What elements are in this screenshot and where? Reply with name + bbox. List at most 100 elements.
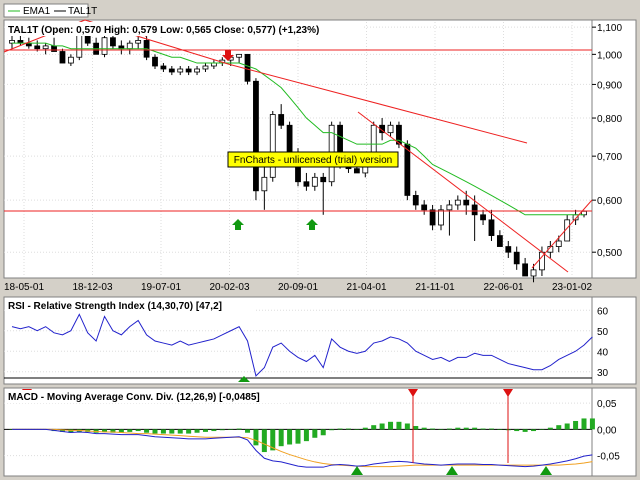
macd-histogram-bar bbox=[186, 429, 192, 434]
macd-histogram-bar bbox=[68, 429, 74, 433]
macd-histogram-bar bbox=[522, 429, 528, 432]
macd-histogram-bar bbox=[59, 429, 65, 432]
candle-body bbox=[244, 53, 251, 82]
macd-histogram-bar bbox=[539, 429, 545, 430]
candle-body bbox=[177, 68, 184, 73]
candle-body bbox=[581, 210, 587, 216]
macd-y-tick-label: 0,05 bbox=[597, 399, 617, 410]
macd-histogram-bar bbox=[421, 427, 427, 430]
macd-histogram-bar bbox=[337, 428, 343, 430]
macd-histogram-bar bbox=[472, 427, 478, 430]
macd-histogram-bar bbox=[177, 429, 183, 434]
macd-histogram-bar bbox=[455, 427, 461, 430]
candle-body bbox=[513, 251, 520, 265]
candle bbox=[488, 209, 495, 242]
price-y-tick-label: 0,500 bbox=[597, 248, 622, 259]
candle-body bbox=[387, 124, 394, 134]
macd-histogram-bar bbox=[270, 429, 276, 451]
macd-histogram-bar bbox=[303, 429, 309, 442]
price-x-tick-label: 21-11-01 bbox=[415, 282, 455, 293]
macd-y-tick-label: -0,05 bbox=[597, 452, 620, 463]
rsi-line bbox=[11, 313, 593, 377]
candle bbox=[320, 172, 327, 215]
trend-line bbox=[357, 111, 569, 273]
macd-histogram-bar bbox=[245, 429, 251, 433]
macd-histogram-bar bbox=[202, 429, 208, 432]
macd-histogram-bar bbox=[354, 429, 360, 430]
macd-histogram-bar bbox=[564, 423, 570, 430]
candle-body bbox=[76, 34, 83, 58]
macd-histogram-bar bbox=[110, 429, 116, 433]
macd-histogram-bar bbox=[531, 429, 537, 432]
candle-body bbox=[194, 68, 200, 73]
macd-histogram-bar bbox=[160, 429, 166, 434]
candle-body bbox=[311, 176, 318, 187]
rsi-grid bbox=[4, 309, 592, 373]
macd-histogram-bar bbox=[430, 428, 436, 430]
candle bbox=[160, 63, 167, 73]
rsi-y-ticks: 60 50 40 30 bbox=[597, 306, 609, 379]
macd-histogram-bar bbox=[480, 428, 486, 430]
candle-body bbox=[438, 209, 444, 226]
macd-y-tick-label: 0,00 bbox=[597, 425, 617, 436]
candle-body bbox=[530, 269, 537, 277]
candle bbox=[421, 200, 428, 215]
macd-histogram-bar bbox=[581, 418, 587, 430]
macd-histogram-bar bbox=[463, 427, 469, 430]
rsi-y-tick-label: 40 bbox=[597, 347, 609, 358]
candle bbox=[177, 66, 184, 76]
price-y-tick-label: 0,700 bbox=[597, 152, 622, 163]
macd-sell-arrow-icon bbox=[408, 389, 418, 397]
macd-histogram-bar bbox=[488, 428, 494, 430]
candle-body bbox=[522, 263, 529, 277]
candle-body bbox=[261, 176, 268, 192]
rsi-title-bg bbox=[6, 299, 256, 312]
candle bbox=[446, 200, 453, 236]
candle-body bbox=[253, 80, 259, 192]
candle-body bbox=[51, 45, 57, 52]
candle bbox=[101, 32, 108, 58]
macd-buy-arrow-icon bbox=[540, 466, 552, 475]
macd-histogram-bar bbox=[287, 429, 293, 445]
candle bbox=[76, 32, 83, 61]
candle-body bbox=[269, 114, 276, 178]
candle-body bbox=[496, 235, 503, 247]
macd-axis bbox=[591, 387, 637, 477]
price-x-tick-label: 18-05-01 bbox=[4, 282, 44, 293]
macd-histogram-bar bbox=[253, 429, 259, 446]
candle-body bbox=[505, 246, 512, 253]
candle-body bbox=[412, 195, 419, 206]
price-header-bg bbox=[6, 22, 362, 36]
macd-histogram-bar bbox=[295, 429, 301, 444]
macd-title: MACD - Moving Average Conv. Div. (12,26,… bbox=[8, 392, 260, 403]
macd-line bbox=[12, 428, 593, 468]
candle-body bbox=[471, 204, 478, 216]
macd-histogram-bar bbox=[547, 427, 553, 430]
candle bbox=[505, 241, 512, 258]
macd-histogram-bar bbox=[194, 429, 200, 433]
macd-histogram-bar bbox=[514, 429, 520, 432]
macd-histogram-bar bbox=[228, 429, 234, 430]
candle-body bbox=[488, 219, 495, 236]
macd-histogram-bar bbox=[102, 429, 108, 432]
watermark-box bbox=[227, 151, 399, 168]
candle bbox=[269, 110, 276, 182]
price-y-ticks: 1,100 1,000 0,900 0,800 0,700 0,600 0,500 bbox=[592, 23, 622, 259]
macd-histogram-bar bbox=[127, 429, 133, 432]
candle-body bbox=[126, 42, 133, 50]
macd-histogram-bar bbox=[497, 429, 503, 430]
rsi-buy-arrow-icon bbox=[238, 376, 250, 382]
ema-line bbox=[12, 42, 584, 216]
candle-body bbox=[236, 53, 243, 58]
candle-body bbox=[396, 124, 402, 145]
macd-histogram-bar bbox=[371, 425, 377, 430]
candle-body bbox=[34, 45, 41, 50]
macd-histogram-bar bbox=[379, 423, 385, 430]
candle bbox=[135, 35, 142, 49]
candle bbox=[278, 104, 285, 129]
candle bbox=[412, 190, 419, 210]
macd-buy-arrow-icon bbox=[446, 466, 458, 475]
buy-arrow-icon bbox=[232, 219, 244, 230]
candle bbox=[522, 257, 529, 277]
